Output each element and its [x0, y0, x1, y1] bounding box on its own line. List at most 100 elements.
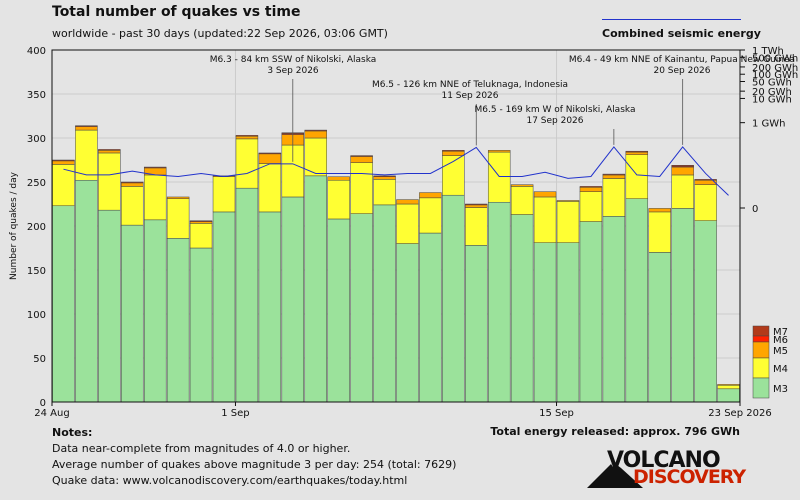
bar-m3 [694, 220, 717, 403]
bar-m4 [717, 385, 740, 390]
bar-m4 [98, 152, 121, 211]
bar-m4 [258, 163, 282, 213]
annotation-text: 17 Sep 2026 [526, 116, 583, 126]
energy-tick-label: 100 GWh [752, 70, 798, 81]
bar-m7 [121, 181, 144, 184]
energy-tick-label: 1 GWh [752, 119, 786, 130]
bar-m3 [281, 196, 305, 403]
energy-legend-label: Combined seismic energy [602, 27, 761, 40]
bar-m4 [166, 198, 190, 239]
bar-m3 [258, 211, 282, 403]
bar-m5 [465, 204, 488, 208]
bar-m3 [350, 213, 373, 403]
bar-m7 [235, 135, 259, 137]
bar-m5 [510, 184, 534, 187]
bar-m5 [717, 384, 740, 386]
bar-m7 [52, 159, 75, 162]
energy-tick-label: 50 GWh [752, 78, 792, 89]
bar-m4 [625, 154, 649, 199]
chart-subtitle: worldwide - past 30 days (updated:22 Sep… [52, 27, 388, 40]
note-source[interactable]: Quake data: www.volcanodiscovery.com/ear… [52, 474, 408, 487]
annotation-text: 3 Sep 2026 [267, 66, 319, 76]
legend-label-m5: M5 [773, 346, 788, 357]
total-energy: Total energy released: approx. 796 GWh [490, 425, 740, 438]
logo-text-discovery: DISCOVERY [633, 466, 746, 488]
bar-m3 [166, 238, 190, 403]
bar-m3 [419, 232, 442, 403]
note-completeness: Data near-complete from magnitudes of 4.… [52, 442, 351, 455]
bar-m4 [465, 207, 488, 246]
bar-m4 [189, 223, 213, 249]
bar-m4 [143, 174, 167, 221]
bar-m4 [510, 186, 534, 215]
bar-m5 [533, 191, 557, 198]
bar-m4 [671, 174, 694, 209]
bar-m5 [235, 135, 259, 140]
y-tick-label: 300 [27, 134, 46, 145]
bar-m4 [487, 151, 511, 203]
bar-m3 [556, 242, 580, 403]
energy-legend-line [602, 19, 741, 20]
legend-label-m6: M6 [773, 335, 788, 346]
plot-border [51, 49, 741, 403]
bar-m5 [602, 174, 626, 179]
bar-m3 [212, 211, 236, 403]
bar-m5 [373, 176, 396, 180]
legend-swatch-m6 [752, 335, 770, 343]
bar-m7 [258, 152, 282, 155]
y-tick-label: 250 [27, 178, 46, 189]
bar-m4 [602, 178, 626, 217]
bar-m5 [671, 166, 694, 176]
bar-m5 [442, 150, 465, 156]
bar-m7 [671, 165, 694, 167]
bar-m7 [625, 150, 649, 153]
y-axis-label: Number of quakes / day [9, 171, 19, 280]
bar-m7 [694, 179, 717, 181]
bar-m5 [350, 156, 373, 163]
bar-m3 [602, 216, 626, 403]
bar-m7 [579, 186, 603, 188]
bar-m4 [121, 186, 144, 226]
logo-text-volcano: VOLCANO [607, 448, 721, 473]
annotation-text: M6.5 - 169 km W of Nikolski, Alaska [475, 105, 636, 115]
note-average: Average number of quakes above magnitude… [52, 458, 457, 471]
volcano-discovery-logo[interactable]: VOLCANO DISCOVERY [585, 448, 755, 490]
bar-m5 [396, 199, 419, 205]
bar-m3 [442, 194, 465, 403]
bar-m5 [121, 182, 144, 187]
bar-m4 [533, 196, 557, 243]
bar-m7 [98, 149, 121, 151]
bar-m3 [579, 221, 603, 403]
legend-swatch-m5 [752, 341, 770, 359]
bar-m3 [717, 388, 740, 403]
bar-m5 [304, 130, 327, 139]
bar-m5 [189, 221, 213, 224]
bar-m7 [143, 166, 167, 169]
annotation-text: M6.3 - 84 km SSW of Nikolski, Alaska [210, 55, 377, 65]
x-tick-label: 23 Sep 2026 [708, 408, 771, 419]
bar-m4 [235, 138, 259, 189]
energy-tick-label: 500 GWh [752, 53, 798, 64]
y-tick-label: 50 [33, 354, 46, 365]
bar-m3 [235, 187, 259, 403]
legend-swatch-m4 [752, 357, 770, 379]
volcano-logo-icon [587, 462, 643, 488]
legend-label-m4: M4 [773, 364, 788, 375]
bar-m7 [442, 150, 465, 152]
bar-m5 [75, 126, 98, 131]
annotation-text: 20 Sep 2026 [653, 66, 710, 76]
legend-swatch-m7 [752, 325, 770, 337]
bar-m3 [533, 242, 557, 403]
annotation-text: 11 Sep 2026 [441, 91, 498, 101]
bar-m3 [121, 224, 144, 403]
bar-m4 [579, 191, 603, 222]
bar-m4 [212, 176, 236, 213]
bar-m3 [143, 219, 167, 403]
bar-m5 [258, 153, 282, 164]
bar-m4 [694, 184, 717, 221]
bar-m4 [648, 211, 671, 253]
y-tick-label: 100 [27, 310, 46, 321]
legend-label-m3: M3 [773, 384, 788, 395]
quake-chart: 0 50 100 150 200 250 300 350 400 Number of quakes… [9, 46, 798, 419]
energy-line [63, 146, 729, 196]
